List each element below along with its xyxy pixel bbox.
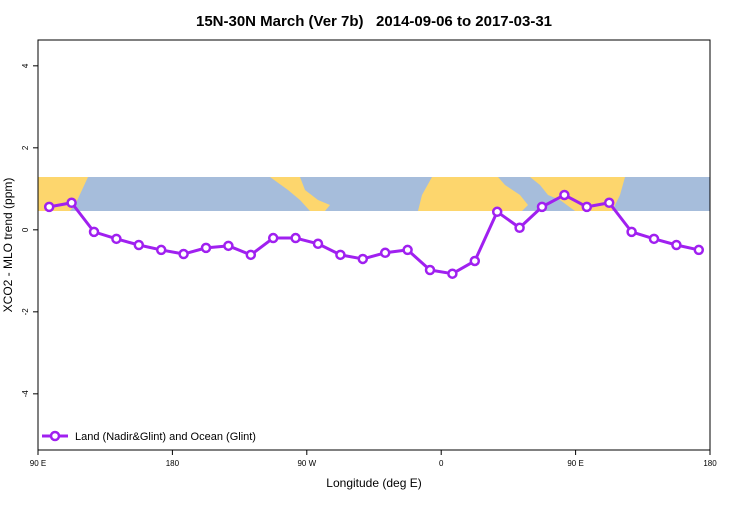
data-point — [491, 206, 503, 218]
data-point — [648, 233, 660, 245]
chart-title: 15N-30N March (Ver 7b) 2014-09-06 to 201… — [196, 13, 552, 30]
x-tick-label: 180 — [166, 459, 180, 468]
data-point — [357, 253, 369, 265]
data-point — [536, 201, 548, 213]
data-point — [245, 249, 257, 261]
data-point — [312, 238, 324, 250]
data-point — [267, 232, 279, 244]
map-band — [38, 177, 710, 211]
y-tick-label: 0 — [21, 227, 30, 232]
land — [418, 177, 528, 211]
data-point — [88, 226, 100, 238]
data-point — [402, 244, 413, 256]
x-tick-label: 180 — [703, 459, 717, 468]
data-point — [693, 244, 705, 256]
data-point — [66, 197, 77, 209]
data-point — [626, 226, 637, 238]
y-axis-label: XCO2 - MLO trend (ppm) — [1, 178, 15, 313]
data-point — [671, 239, 682, 251]
data-point — [43, 201, 55, 213]
data-point — [581, 201, 593, 213]
data-point — [447, 268, 458, 279]
data-point — [424, 264, 436, 276]
land — [530, 177, 625, 211]
legend: Land (Nadir&Glint) and Ocean (Glint) — [42, 430, 256, 443]
data-point — [559, 189, 570, 201]
data-point — [514, 222, 525, 234]
data-point — [133, 239, 145, 251]
plot-frame — [37, 39, 711, 451]
data-point — [223, 240, 234, 252]
x-tick-label: 90 W — [297, 459, 316, 468]
data-point — [603, 197, 615, 209]
x-tick-label: 90 E — [567, 459, 583, 468]
data-point — [155, 244, 167, 256]
data-point — [379, 247, 391, 259]
x-tick-label: 90 E — [30, 459, 46, 468]
legend-label: Land (Nadir&Glint) and Ocean (Glint) — [75, 431, 256, 443]
data-point — [178, 248, 189, 260]
y-tick-label: 2 — [21, 145, 30, 150]
x-axis-label: Longitude (deg E) — [326, 476, 421, 490]
data-point — [335, 249, 346, 261]
legend-marker — [49, 430, 61, 442]
y-tick-label: -2 — [21, 308, 30, 316]
data-point — [111, 233, 122, 245]
land — [270, 177, 330, 211]
x-tick-label: 0 — [439, 459, 444, 468]
data-point — [290, 232, 301, 244]
data-point — [200, 242, 212, 254]
y-tick-label: -4 — [21, 390, 30, 398]
data-point — [469, 255, 481, 267]
y-tick-label: 4 — [21, 63, 30, 68]
